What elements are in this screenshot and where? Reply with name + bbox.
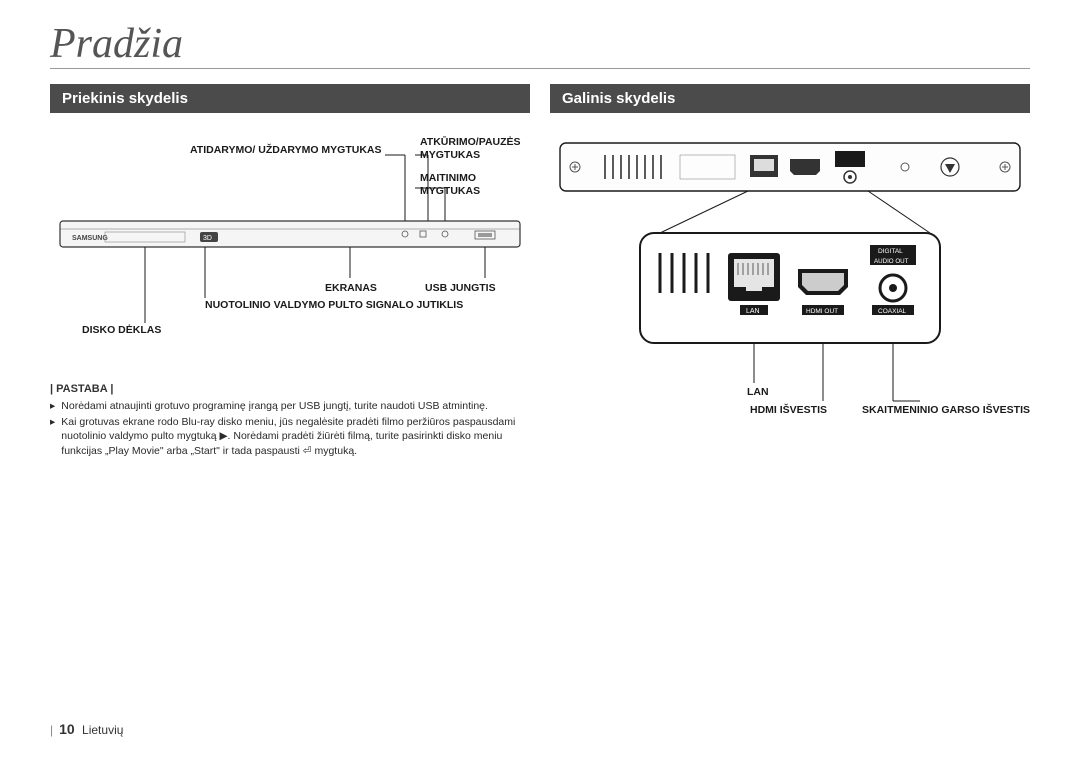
svg-text:3D: 3D [203, 235, 212, 242]
page-footer: |10 Lietuvių [50, 721, 123, 737]
label-open-close: ATIDARYMO/ UŽDARYMO MYGTUKAS [190, 143, 382, 156]
label-power-2: MYGTUKAS [420, 185, 480, 197]
label-play-pause-1: ATKŪRIMO/PAUZĖS [420, 135, 521, 148]
rear-panel-section: Galinis skydelis [550, 84, 1030, 460]
label-digital-audio: SKAITMENINIO GARSO IŠVESTIS [862, 403, 1030, 416]
bullet-icon: ▸ [50, 415, 55, 458]
svg-text:AUDIO OUT: AUDIO OUT [874, 258, 909, 265]
label-disc-tray: DISKO DĖKLAS [82, 323, 161, 336]
front-panel-header: Priekinis skydelis [50, 84, 530, 113]
page-number: 10 [59, 721, 75, 737]
svg-text:COAXIAL: COAXIAL [878, 308, 907, 315]
rear-panel-diagram: LAN HDMI OUT DIGITAL [550, 133, 1030, 423]
rear-panel-header: Galinis skydelis [550, 84, 1030, 113]
note-item: ▸ Norėdami atnaujinti grotuvo programinę… [50, 399, 530, 413]
svg-text:LAN: LAN [746, 308, 760, 315]
note-text: Norėdami atnaujinti grotuvo programinę į… [61, 399, 488, 413]
front-panel-section: Priekinis skydelis ATIDARYMO/ UŽDARYMO M… [50, 84, 530, 460]
note-heading: | PASTABA | [50, 383, 530, 395]
label-remote-sensor: NUOTOLINIO VALDYMO PULTO SIGNALO JUTIKLI… [205, 299, 463, 311]
label-usb: USB JUNGTIS [425, 282, 496, 294]
label-display: EKRANAS [325, 282, 377, 294]
label-hdmi: HDMI IŠVESTIS [750, 403, 827, 416]
bullet-icon: ▸ [50, 399, 55, 413]
note-text: Kai grotuvas ekrane rodo Blu-ray disko m… [61, 415, 530, 458]
label-lan: LAN [747, 386, 769, 398]
rear-strip [560, 143, 1020, 191]
front-panel-diagram: ATIDARYMO/ UŽDARYMO MYGTUKAS ATKŪRIMO/PA… [50, 133, 530, 363]
rear-zoom: LAN HDMI OUT DIGITAL [640, 233, 940, 343]
footer-language: Lietuvių [82, 723, 123, 737]
page-title: Pradžia [50, 20, 1030, 69]
svg-text:HDMI OUT: HDMI OUT [806, 308, 838, 315]
label-play-pause-2: MYGTUKAS [420, 149, 480, 161]
notes-list: ▸ Norėdami atnaujinti grotuvo programinę… [50, 399, 530, 458]
svg-text:DIGITAL: DIGITAL [878, 248, 903, 255]
hdmi-port-icon: HDMI OUT [798, 269, 848, 315]
note-item: ▸ Kai grotuvas ekrane rodo Blu-ray disko… [50, 415, 530, 458]
svg-text:SAMSUNG: SAMSUNG [72, 235, 108, 242]
device-front: SAMSUNG 3D [60, 221, 520, 247]
